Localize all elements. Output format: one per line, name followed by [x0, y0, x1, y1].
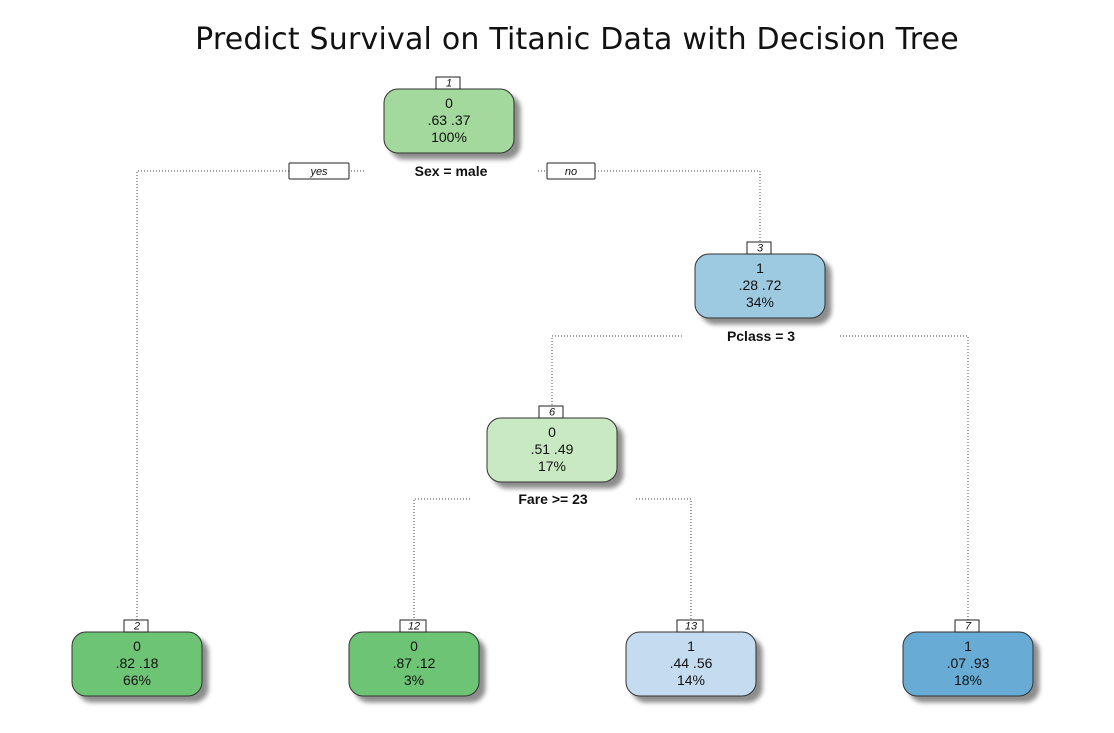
- node-2-probs: .82 .18: [116, 655, 159, 671]
- svg-text:12: 12: [408, 621, 420, 633]
- svg-text:1: 1: [446, 78, 452, 90]
- node-6-id-tag: 6: [538, 405, 564, 419]
- node-12-pct: 3%: [404, 672, 424, 688]
- branch-label-yes: yes: [288, 162, 350, 180]
- node-6-probs: .51 .49: [531, 441, 574, 457]
- svg-text:13: 13: [685, 621, 698, 633]
- chart-title: Predict Survival on Titanic Data with De…: [195, 22, 959, 57]
- edge-3-6: [551, 335, 682, 406]
- node-13-pct: 14%: [677, 672, 705, 688]
- node-12-id-tag: 12: [399, 619, 427, 633]
- svg-text:6: 6: [549, 407, 556, 419]
- node-1-id-tag: 1: [435, 76, 461, 90]
- node-3-pct: 34%: [746, 294, 774, 310]
- node-2-id-tag: 2: [123, 619, 149, 633]
- tree-edges: [136, 170, 969, 620]
- split-label-6: Fare >= 23: [518, 491, 587, 507]
- node-12: 12 0.87 .123%: [348, 619, 480, 697]
- edge-6-13: [636, 498, 692, 620]
- svg-text:no: no: [565, 166, 577, 178]
- node-1-class: 0: [445, 95, 453, 111]
- edge-3-7: [840, 335, 969, 620]
- node-12-probs: .87 .12: [393, 655, 436, 671]
- edge-1-2: [136, 170, 364, 620]
- edge-1-3: [538, 170, 761, 242]
- node-3-probs: .28 .72: [739, 277, 782, 293]
- node-3-class: 1: [756, 260, 764, 276]
- node-7-pct: 18%: [954, 672, 982, 688]
- node-13-class: 1: [687, 638, 695, 654]
- svg-text:yes: yes: [309, 166, 328, 178]
- branch-label-no: no: [546, 162, 596, 180]
- node-1-pct: 100%: [431, 129, 467, 145]
- node-13-id-tag: 13: [676, 619, 704, 633]
- node-7-probs: .07 .93: [947, 655, 990, 671]
- svg-text:2: 2: [133, 621, 140, 633]
- edge-6-12: [413, 498, 470, 620]
- node-13-probs: .44 .56: [670, 655, 713, 671]
- node-2-pct: 66%: [123, 672, 151, 688]
- node-2-class: 0: [133, 638, 141, 654]
- node-1-probs: .63 .37: [428, 112, 471, 128]
- node-12-class: 0: [410, 638, 418, 654]
- node-7-id-tag: 7: [954, 619, 980, 633]
- split-label-3: Pclass = 3: [727, 328, 795, 344]
- node-7-class: 1: [964, 638, 972, 654]
- node-6-class: 0: [548, 424, 556, 440]
- svg-text:7: 7: [965, 621, 972, 633]
- node-3-id-tag: 3: [746, 241, 772, 255]
- split-label-1: Sex = male: [415, 163, 488, 179]
- svg-text:3: 3: [757, 243, 764, 255]
- node-6-pct: 17%: [538, 458, 566, 474]
